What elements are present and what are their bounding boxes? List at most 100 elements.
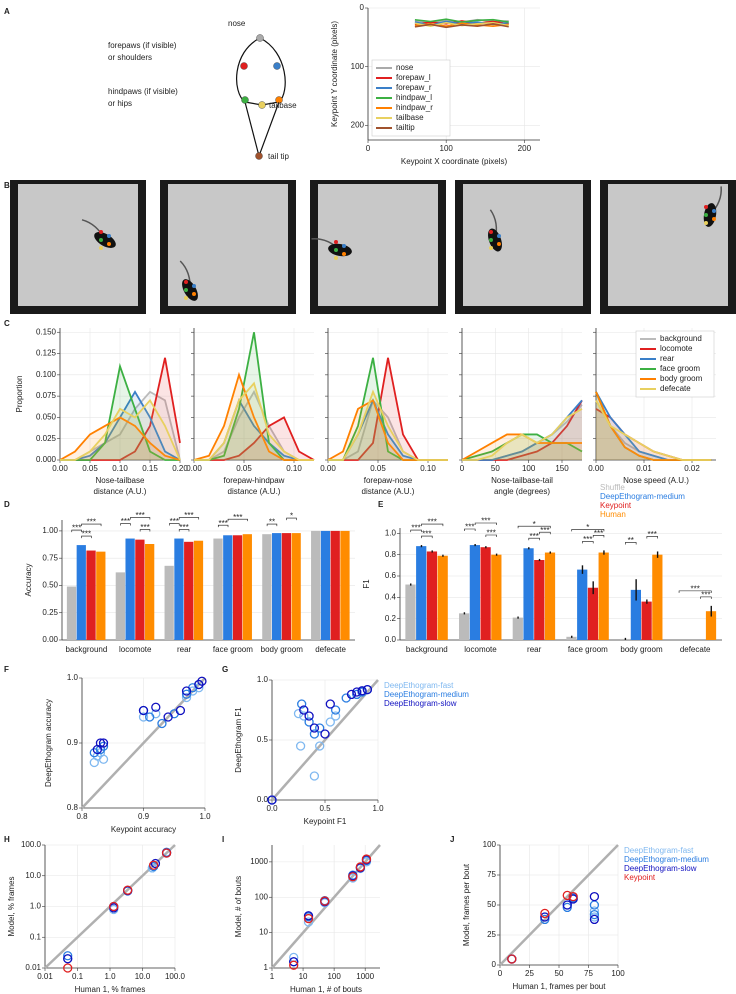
y-axis-label: Keypoint Y coordinate (pixels): [330, 21, 339, 127]
legend-label: DeepEthogram-medium: [600, 492, 685, 501]
y-axis-label: DeepEthogram accuracy: [44, 699, 53, 787]
keypoint-dot: [184, 280, 188, 284]
series-line: [414, 18, 509, 23]
diagram-label: or hips: [108, 99, 132, 108]
scatter-point: [175, 705, 186, 716]
keypoint-dot: [704, 221, 708, 225]
scatter-point: [289, 960, 299, 970]
x-tick-label: 100.0: [165, 972, 186, 981]
y-tick-label: 0.050: [36, 413, 57, 422]
x-axis-label: Human 1, # of bouts: [290, 985, 362, 994]
tailbase-dot: [258, 101, 266, 109]
scatter-point: [299, 705, 309, 715]
scatter-point: [98, 754, 109, 764]
bar: [193, 540, 204, 640]
bar: [459, 613, 470, 640]
significance-bracket: [169, 523, 180, 526]
scatter-point: [289, 957, 299, 967]
scatter-point: [123, 885, 133, 895]
significance-label: *: [533, 520, 536, 529]
significance-bracket: [646, 536, 658, 539]
scatter-point: [315, 723, 325, 733]
arena-floor: [463, 184, 583, 306]
significance-label: ***: [87, 518, 96, 527]
scatter-point: [138, 712, 149, 722]
forepaw-dot: [240, 62, 248, 70]
legend-label: forepaw_l: [396, 73, 431, 82]
scatter-point: [295, 741, 306, 751]
x-tick-label: 50: [491, 464, 500, 473]
density-fill: [328, 400, 448, 460]
video-frame: [310, 180, 446, 314]
diagram-label: or shoulders: [108, 53, 152, 62]
scatter-point: [303, 911, 314, 921]
bar: [311, 530, 321, 640]
significance-label: **: [269, 518, 275, 527]
keypoint-dot: [712, 217, 716, 221]
panel-label: J: [450, 835, 454, 844]
bar: [125, 538, 135, 640]
y-tick-label: 10.0: [25, 871, 41, 880]
y-axis-label: Accuracy: [24, 564, 33, 597]
legend-label: hindpaw_l: [396, 93, 432, 102]
scatter-point: [309, 723, 320, 733]
legend-label: Shuffle: [600, 483, 625, 492]
significance-bracket: [625, 542, 637, 545]
x-axis-label: Nose speed (A.U.): [623, 476, 689, 485]
bar: [426, 551, 438, 640]
significance-bracket: [539, 531, 551, 535]
significance-bracket: [71, 529, 82, 533]
arena-floor: [18, 184, 138, 306]
bar: [320, 530, 331, 640]
significance-bracket: [421, 535, 433, 539]
diagram-label: hindpaws (if visible): [108, 87, 178, 96]
y-tick-label: 0.4: [385, 592, 397, 601]
significance-label: *: [290, 512, 293, 521]
x-axis-label: Human 1, frames per bout: [513, 982, 607, 991]
diagram-label: tail tip: [268, 152, 289, 161]
x-tick-label: 100: [327, 972, 341, 981]
significance-label: ***: [648, 530, 657, 539]
legend-label: background: [660, 334, 702, 343]
identity-line: [271, 679, 379, 801]
x-tick-label: 0.0: [266, 804, 278, 813]
panel-label: H: [4, 835, 10, 844]
significance-label: ***: [487, 529, 496, 538]
scatter-point: [562, 890, 572, 901]
density-fill: [462, 404, 582, 460]
category-label: locomote: [119, 645, 152, 654]
scatter-point: [330, 711, 341, 721]
significance-bracket: [266, 523, 278, 527]
bar: [491, 554, 502, 640]
density-line: [60, 398, 181, 461]
y-tick-label: 0.75: [42, 553, 58, 562]
scatter-point: [361, 854, 372, 864]
hindpaw-dot: [275, 96, 283, 104]
legend-label: defecate: [660, 384, 691, 393]
scatter-point: [150, 858, 161, 869]
scatter-point: [161, 848, 172, 858]
y-tick-label: 0.8: [67, 803, 79, 812]
x-tick-label: 0.01: [636, 464, 652, 473]
keypoint-dot: [489, 230, 493, 234]
legend-label: nose: [396, 63, 414, 72]
bar: [86, 550, 96, 640]
scatter-point: [540, 914, 550, 925]
panel-label: A: [4, 7, 10, 16]
x-tick-label: 10.0: [135, 972, 151, 981]
density-fill: [462, 434, 582, 460]
panel-label: C: [4, 319, 10, 328]
legend-label: DeepEthogram-slow: [384, 699, 457, 708]
category-label: body groom: [620, 645, 663, 654]
significance-label: ***: [481, 517, 490, 526]
significance-bracket: [139, 529, 151, 532]
x-tick-label: 1.0: [372, 804, 384, 813]
keypoint-dot: [334, 248, 338, 252]
bar: [66, 586, 77, 640]
significance-label: ***: [179, 523, 188, 532]
significance-label: ***: [121, 517, 130, 526]
y-tick-label: 0.025: [36, 434, 57, 443]
x-axis-label: Keypoint X coordinate (pixels): [401, 157, 508, 166]
bar: [598, 552, 609, 640]
keypoint-dot: [334, 240, 338, 244]
